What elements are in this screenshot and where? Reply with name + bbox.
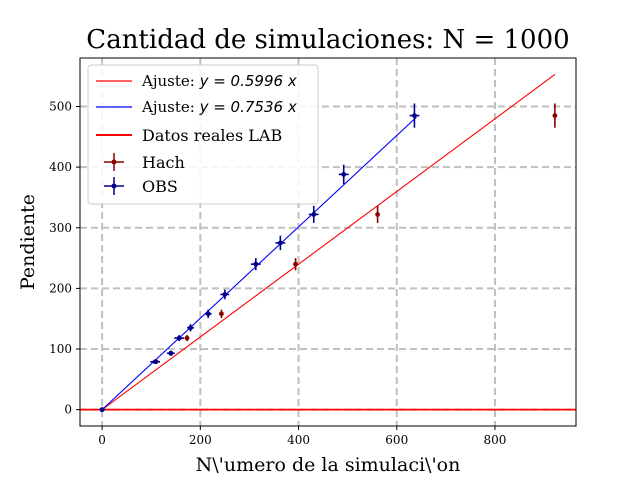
obs-point-11: [409, 103, 420, 128]
hach-point-4: [219, 309, 224, 319]
legend-hach-label: Hach: [142, 153, 185, 172]
x-tick-label-1: 200: [189, 433, 212, 447]
obs-point-7: [250, 258, 261, 271]
y-tick-label-4: 400: [49, 160, 72, 174]
obs-point-5: [204, 309, 212, 319]
legend-reference-label: Datos reales LAB: [142, 126, 282, 145]
legend-obs-swatch: [104, 177, 124, 195]
obs-point-2: [166, 350, 175, 356]
y-tick-label-5: 500: [49, 100, 72, 114]
x-axis-label: N\'umero de la simulaci\'on: [196, 454, 461, 476]
x-tick-label-3: 600: [385, 433, 408, 447]
x-tick-label-4: 800: [484, 433, 507, 447]
y-tick-label-3: 300: [49, 221, 72, 235]
y-axis-label: Pendiente: [17, 194, 39, 290]
hach-point-5: [293, 258, 299, 271]
legend-obs-label: OBS: [142, 177, 178, 196]
y-tick-label-1: 100: [49, 342, 72, 356]
fit-line-1: [101, 74, 556, 411]
obs-point-9: [308, 205, 319, 223]
obs-point-6: [220, 289, 230, 300]
legend-hach-swatch: [104, 153, 124, 171]
obs-point-8: [275, 235, 286, 251]
x-tick-label-0: 0: [98, 433, 106, 447]
hach-point-6: [375, 205, 380, 223]
obs-point-0: [99, 407, 106, 413]
legend-fit-1-label: Ajuste: y = 0.5996 x: [141, 72, 297, 90]
hach-point-3: [184, 335, 190, 342]
chart-title: Cantidad de simulaciones: N = 1000: [86, 25, 569, 55]
y-tick-label-0: 0: [64, 403, 72, 417]
y-tick-label-2: 200: [49, 281, 72, 295]
obs-point-10: [338, 164, 349, 185]
obs-point-4: [187, 324, 194, 332]
plot-frame: [79, 57, 577, 427]
legend-box: [87, 64, 319, 205]
legend: Ajuste: y = 0.5996 x Ajuste: y = 0.7536 …: [87, 64, 319, 205]
data-points: [99, 103, 558, 413]
x-tick-label-2: 400: [287, 433, 310, 447]
obs-point-3: [174, 335, 185, 342]
legend-fit-2-label: Ajuste: y = 0.7536 x: [141, 98, 297, 116]
hach-point-7: [552, 103, 558, 128]
axis-ticks: 0 200 400 600 800 0 100 200 300 400 500: [49, 100, 506, 447]
obs-point-1: [150, 359, 161, 365]
